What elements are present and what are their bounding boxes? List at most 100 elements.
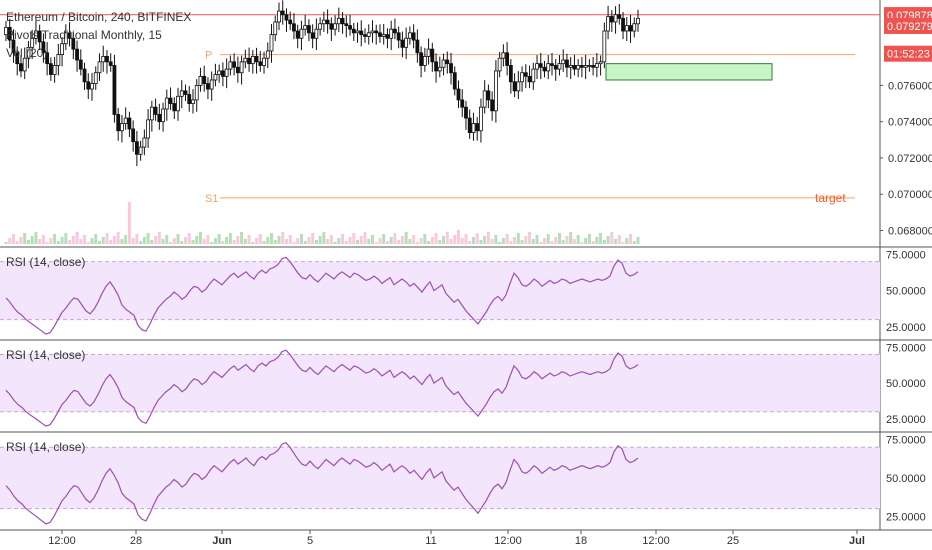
volume-bar	[400, 236, 404, 244]
candle-body	[19, 63, 23, 72]
volume-bar	[599, 233, 603, 244]
candle-body	[591, 65, 596, 68]
candle-body	[606, 16, 610, 32]
candle-body	[48, 63, 53, 75]
candle-body	[157, 114, 162, 123]
volume-bar	[23, 233, 27, 244]
volume-bar	[543, 238, 547, 244]
candle-body	[486, 90, 491, 101]
volume-bar	[397, 240, 401, 244]
volume-bar	[64, 233, 68, 244]
candle-body	[490, 99, 495, 112]
volume-bar	[11, 234, 15, 244]
rsi-tick-label: 50.0000	[886, 378, 926, 390]
candle-body	[363, 34, 367, 37]
volume-bar	[602, 240, 606, 244]
volume-bar	[157, 232, 161, 244]
candle-body	[34, 30, 38, 39]
volume-bar	[326, 239, 330, 244]
candle-body	[142, 137, 147, 148]
candle-body	[452, 72, 457, 90]
volume-bar	[228, 233, 232, 244]
candle-body	[508, 65, 513, 83]
volume-bar	[352, 233, 356, 244]
volume-indicator-label[interactable]: Vol (20)	[6, 46, 48, 60]
volume-bar	[617, 235, 621, 244]
candle-body	[598, 61, 603, 65]
candle-body	[52, 65, 57, 75]
volume-bar	[370, 235, 374, 244]
volume-bar	[445, 232, 449, 244]
volume-bar	[329, 235, 333, 244]
volume-bar	[75, 232, 79, 244]
volume-bar	[554, 237, 558, 244]
volume-bar	[213, 238, 217, 244]
time-tick-label: 28	[130, 535, 142, 547]
price-badge-label: 0.079279	[887, 21, 932, 33]
volume-bar	[610, 232, 614, 244]
candle-body	[232, 61, 237, 68]
candle-body	[202, 75, 207, 85]
price-tick-label: 0.076000	[888, 80, 932, 92]
candle-body	[628, 25, 633, 32]
candle-body	[224, 68, 229, 77]
candle-body	[441, 59, 446, 68]
candle-body	[292, 23, 296, 32]
volume-bar	[528, 232, 532, 244]
candle-body	[7, 26, 12, 41]
volume-bar	[109, 240, 113, 244]
candle-body	[565, 59, 569, 68]
volume-bar	[404, 232, 408, 244]
candle-body	[262, 57, 266, 66]
candle-body	[636, 17, 640, 25]
volume-bar	[247, 235, 251, 244]
volume-bar	[169, 242, 173, 244]
candle-body	[505, 52, 510, 66]
chart-legend: Ethereum / Bitcoin, 240, BITFINEX Pivots…	[6, 8, 191, 62]
volume-bar	[580, 242, 584, 244]
candle-body	[445, 59, 450, 65]
volume-bar	[614, 239, 618, 244]
volume-bar	[116, 232, 120, 244]
volume-bar	[595, 237, 599, 244]
candle-body	[194, 85, 199, 101]
volume-bar	[576, 235, 580, 244]
rsi-tick-label: 75.0000	[886, 249, 926, 261]
pivot-label: P	[205, 50, 212, 62]
volume-bar	[479, 240, 483, 244]
volume-bar	[546, 234, 550, 244]
candle-body	[378, 32, 382, 37]
candle-body	[613, 14, 618, 23]
candle-body	[127, 117, 132, 130]
candle-body	[228, 61, 233, 70]
volume-bar	[172, 238, 176, 244]
price-tick-label: 0.070000	[888, 189, 932, 201]
volume-bar	[124, 235, 128, 244]
candle-body	[389, 28, 394, 39]
candle-body	[497, 57, 502, 72]
volume-bar	[625, 238, 629, 244]
volume-bar	[83, 235, 87, 244]
candle-body	[580, 65, 584, 68]
volume-bar	[509, 241, 513, 244]
candle-body	[318, 23, 323, 30]
volume-bar	[299, 234, 303, 244]
candle-body	[400, 39, 405, 48]
candle-body	[553, 65, 558, 70]
candle-body	[336, 17, 341, 25]
volume-bar	[176, 234, 180, 244]
candle-body	[351, 28, 356, 34]
candle-body	[30, 37, 35, 48]
candle-body	[370, 30, 375, 34]
volume-bar	[430, 237, 434, 244]
volume-bar	[307, 237, 311, 244]
candle-body	[434, 61, 438, 72]
pivots-indicator-label[interactable]: Pivots Traditional Monthly, 15	[6, 28, 162, 42]
candle-body	[112, 65, 117, 115]
candle-body	[213, 74, 218, 81]
candle-body	[464, 106, 468, 119]
volume-bar	[359, 236, 363, 244]
volume-bar	[101, 237, 105, 244]
candle-body	[355, 30, 360, 34]
rsi-tick-label: 50.0000	[886, 286, 926, 298]
